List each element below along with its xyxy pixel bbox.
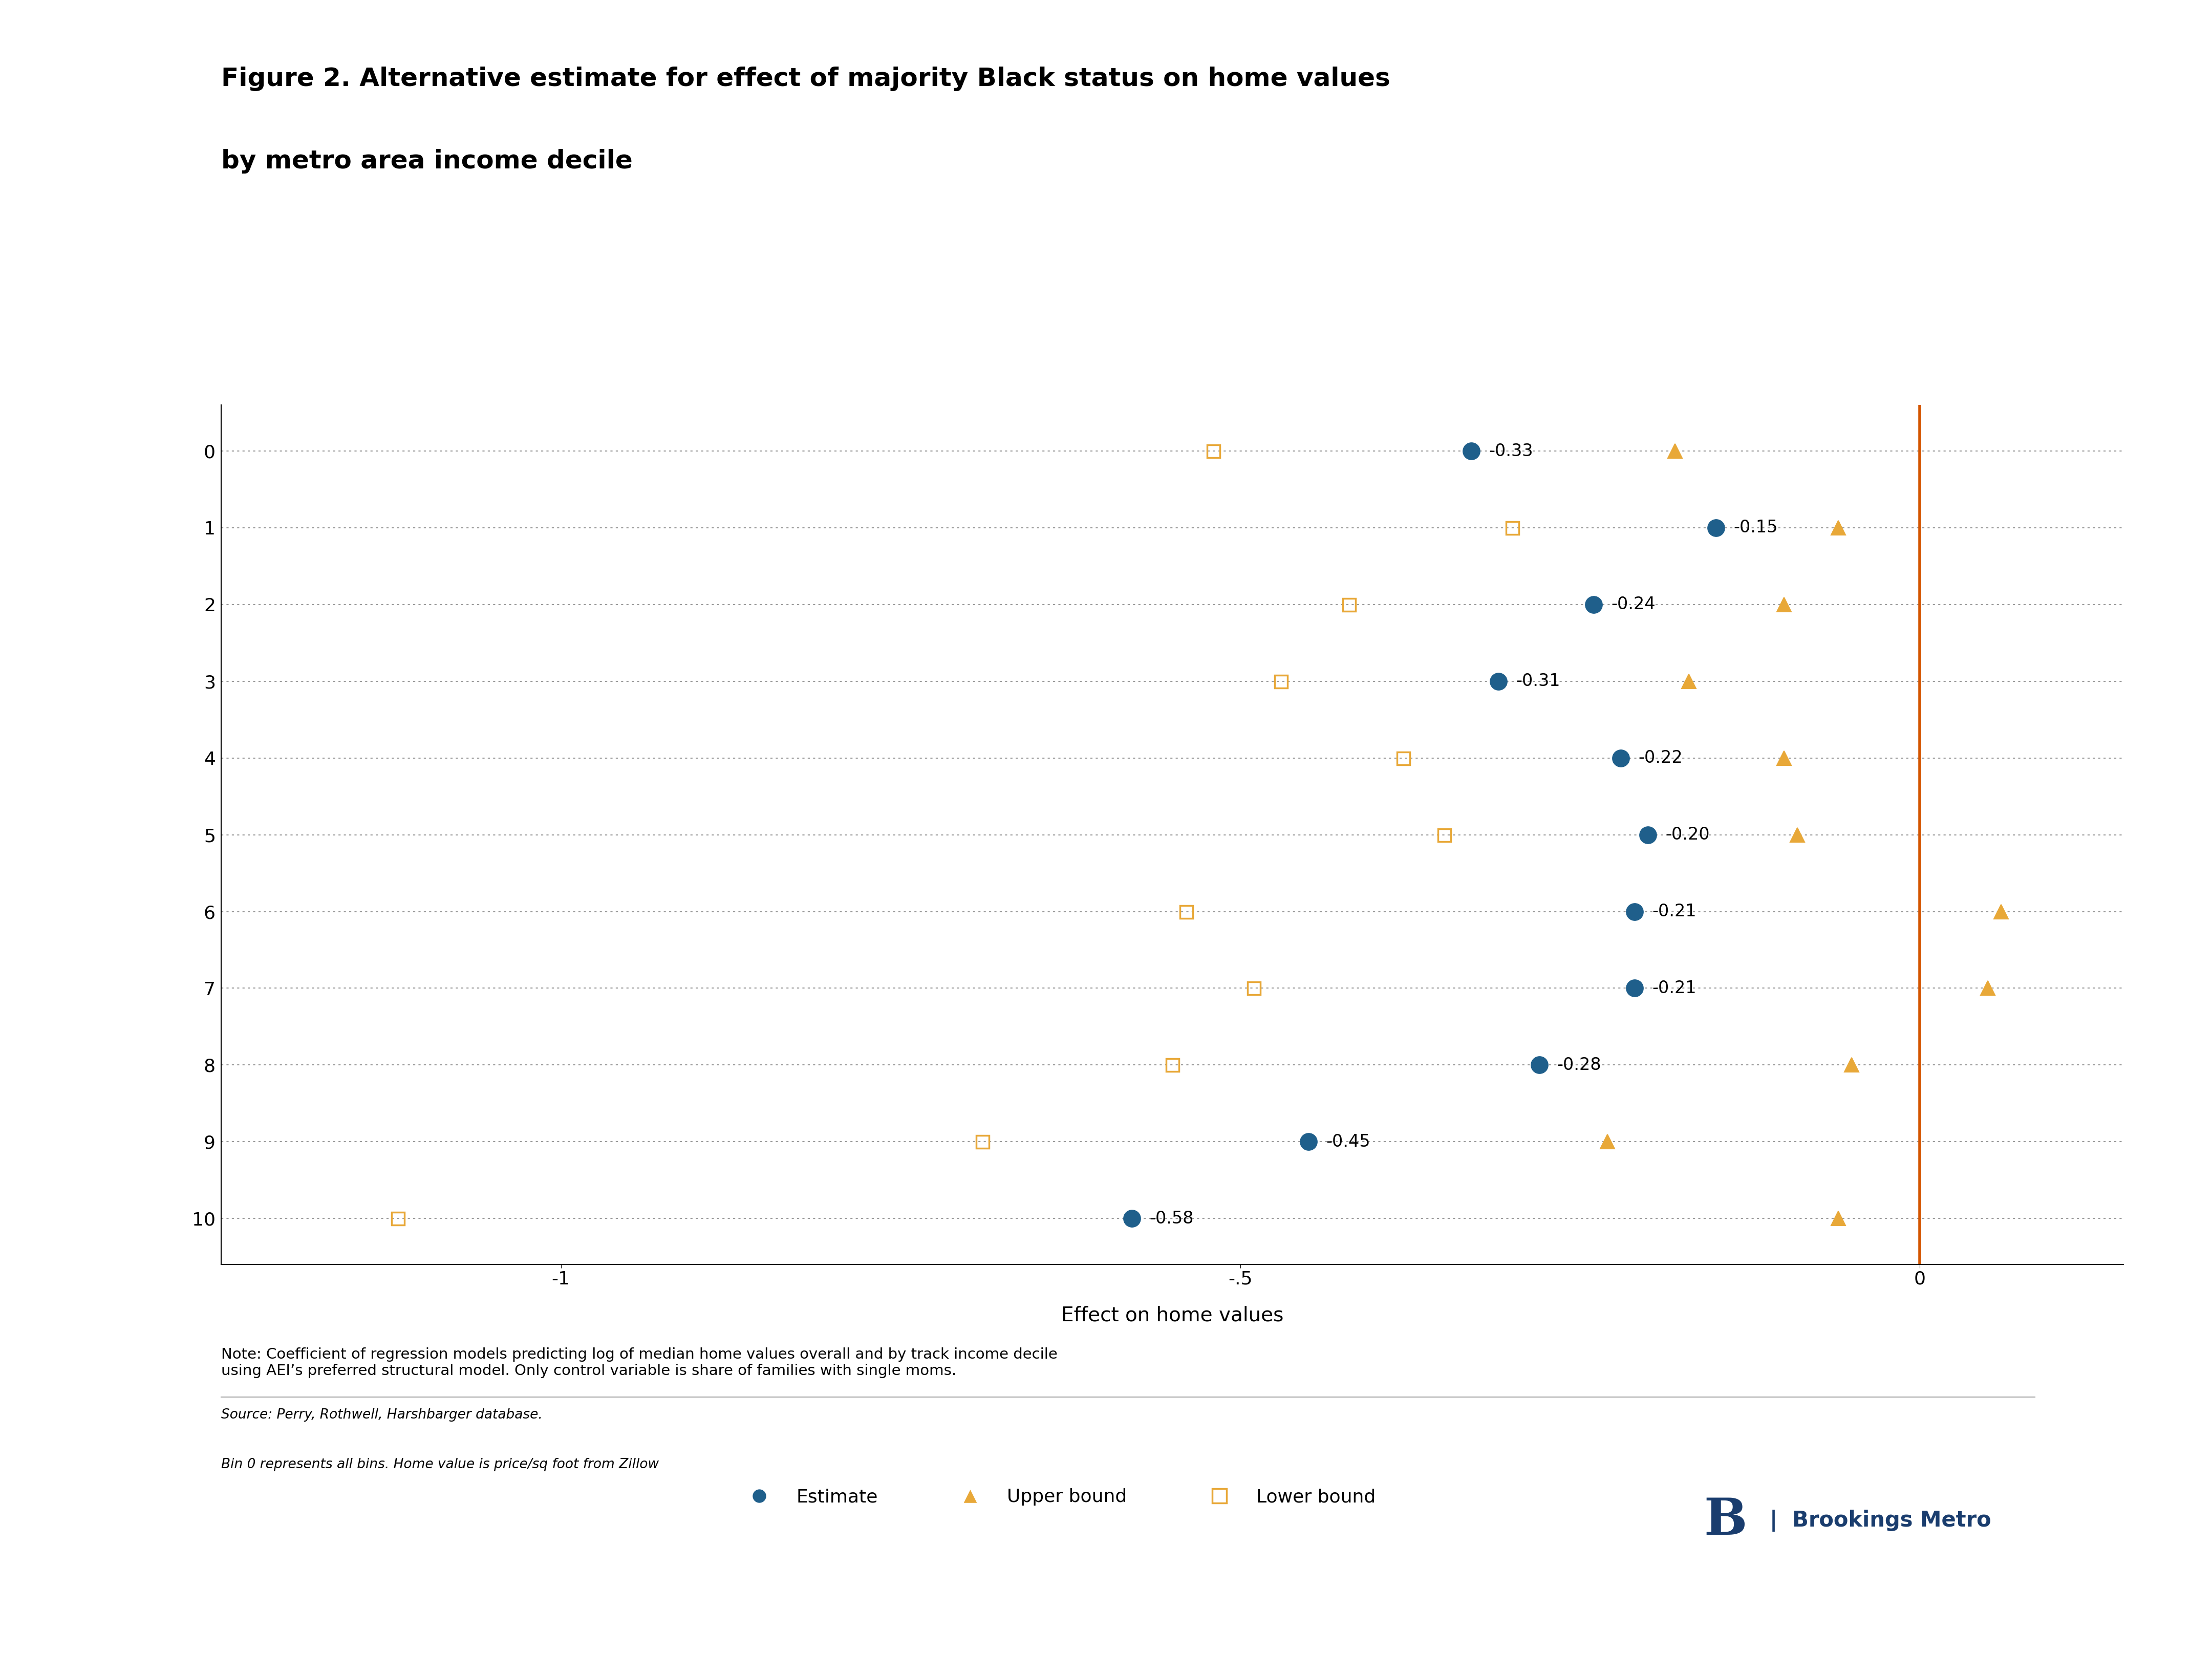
Text: Note: Coefficient of regression models predicting log of median home values over: Note: Coefficient of regression models p…: [221, 1347, 1057, 1379]
Text: -0.21: -0.21: [1652, 980, 1697, 997]
Text: B: B: [1703, 1496, 1747, 1546]
Text: -0.31: -0.31: [1515, 673, 1559, 689]
Text: Bin 0 represents all bins. Home value is price/sq foot from Zillow: Bin 0 represents all bins. Home value is…: [221, 1458, 659, 1471]
Legend: Estimate, Upper bound, Lower bound: Estimate, Upper bound, Lower bound: [732, 1481, 1383, 1512]
Text: by metro area income decile: by metro area income decile: [221, 149, 633, 174]
Text: Figure 2. Alternative estimate for effect of majority Black status on home value: Figure 2. Alternative estimate for effec…: [221, 66, 1391, 91]
Text: -0.33: -0.33: [1489, 443, 1533, 460]
Text: -0.20: -0.20: [1666, 826, 1710, 843]
Text: Source: Perry, Rothwell, Harshbarger database.: Source: Perry, Rothwell, Harshbarger dat…: [221, 1408, 542, 1422]
Text: -0.45: -0.45: [1325, 1134, 1369, 1150]
X-axis label: Effect on home values: Effect on home values: [1062, 1306, 1283, 1326]
Text: -0.24: -0.24: [1610, 597, 1655, 613]
Text: |  Brookings Metro: | Brookings Metro: [1770, 1509, 1991, 1532]
Text: -0.58: -0.58: [1150, 1210, 1194, 1227]
Text: -0.21: -0.21: [1652, 903, 1697, 921]
Text: -0.22: -0.22: [1639, 749, 1683, 767]
Text: -0.15: -0.15: [1734, 519, 1778, 536]
Text: -0.28: -0.28: [1557, 1056, 1601, 1073]
